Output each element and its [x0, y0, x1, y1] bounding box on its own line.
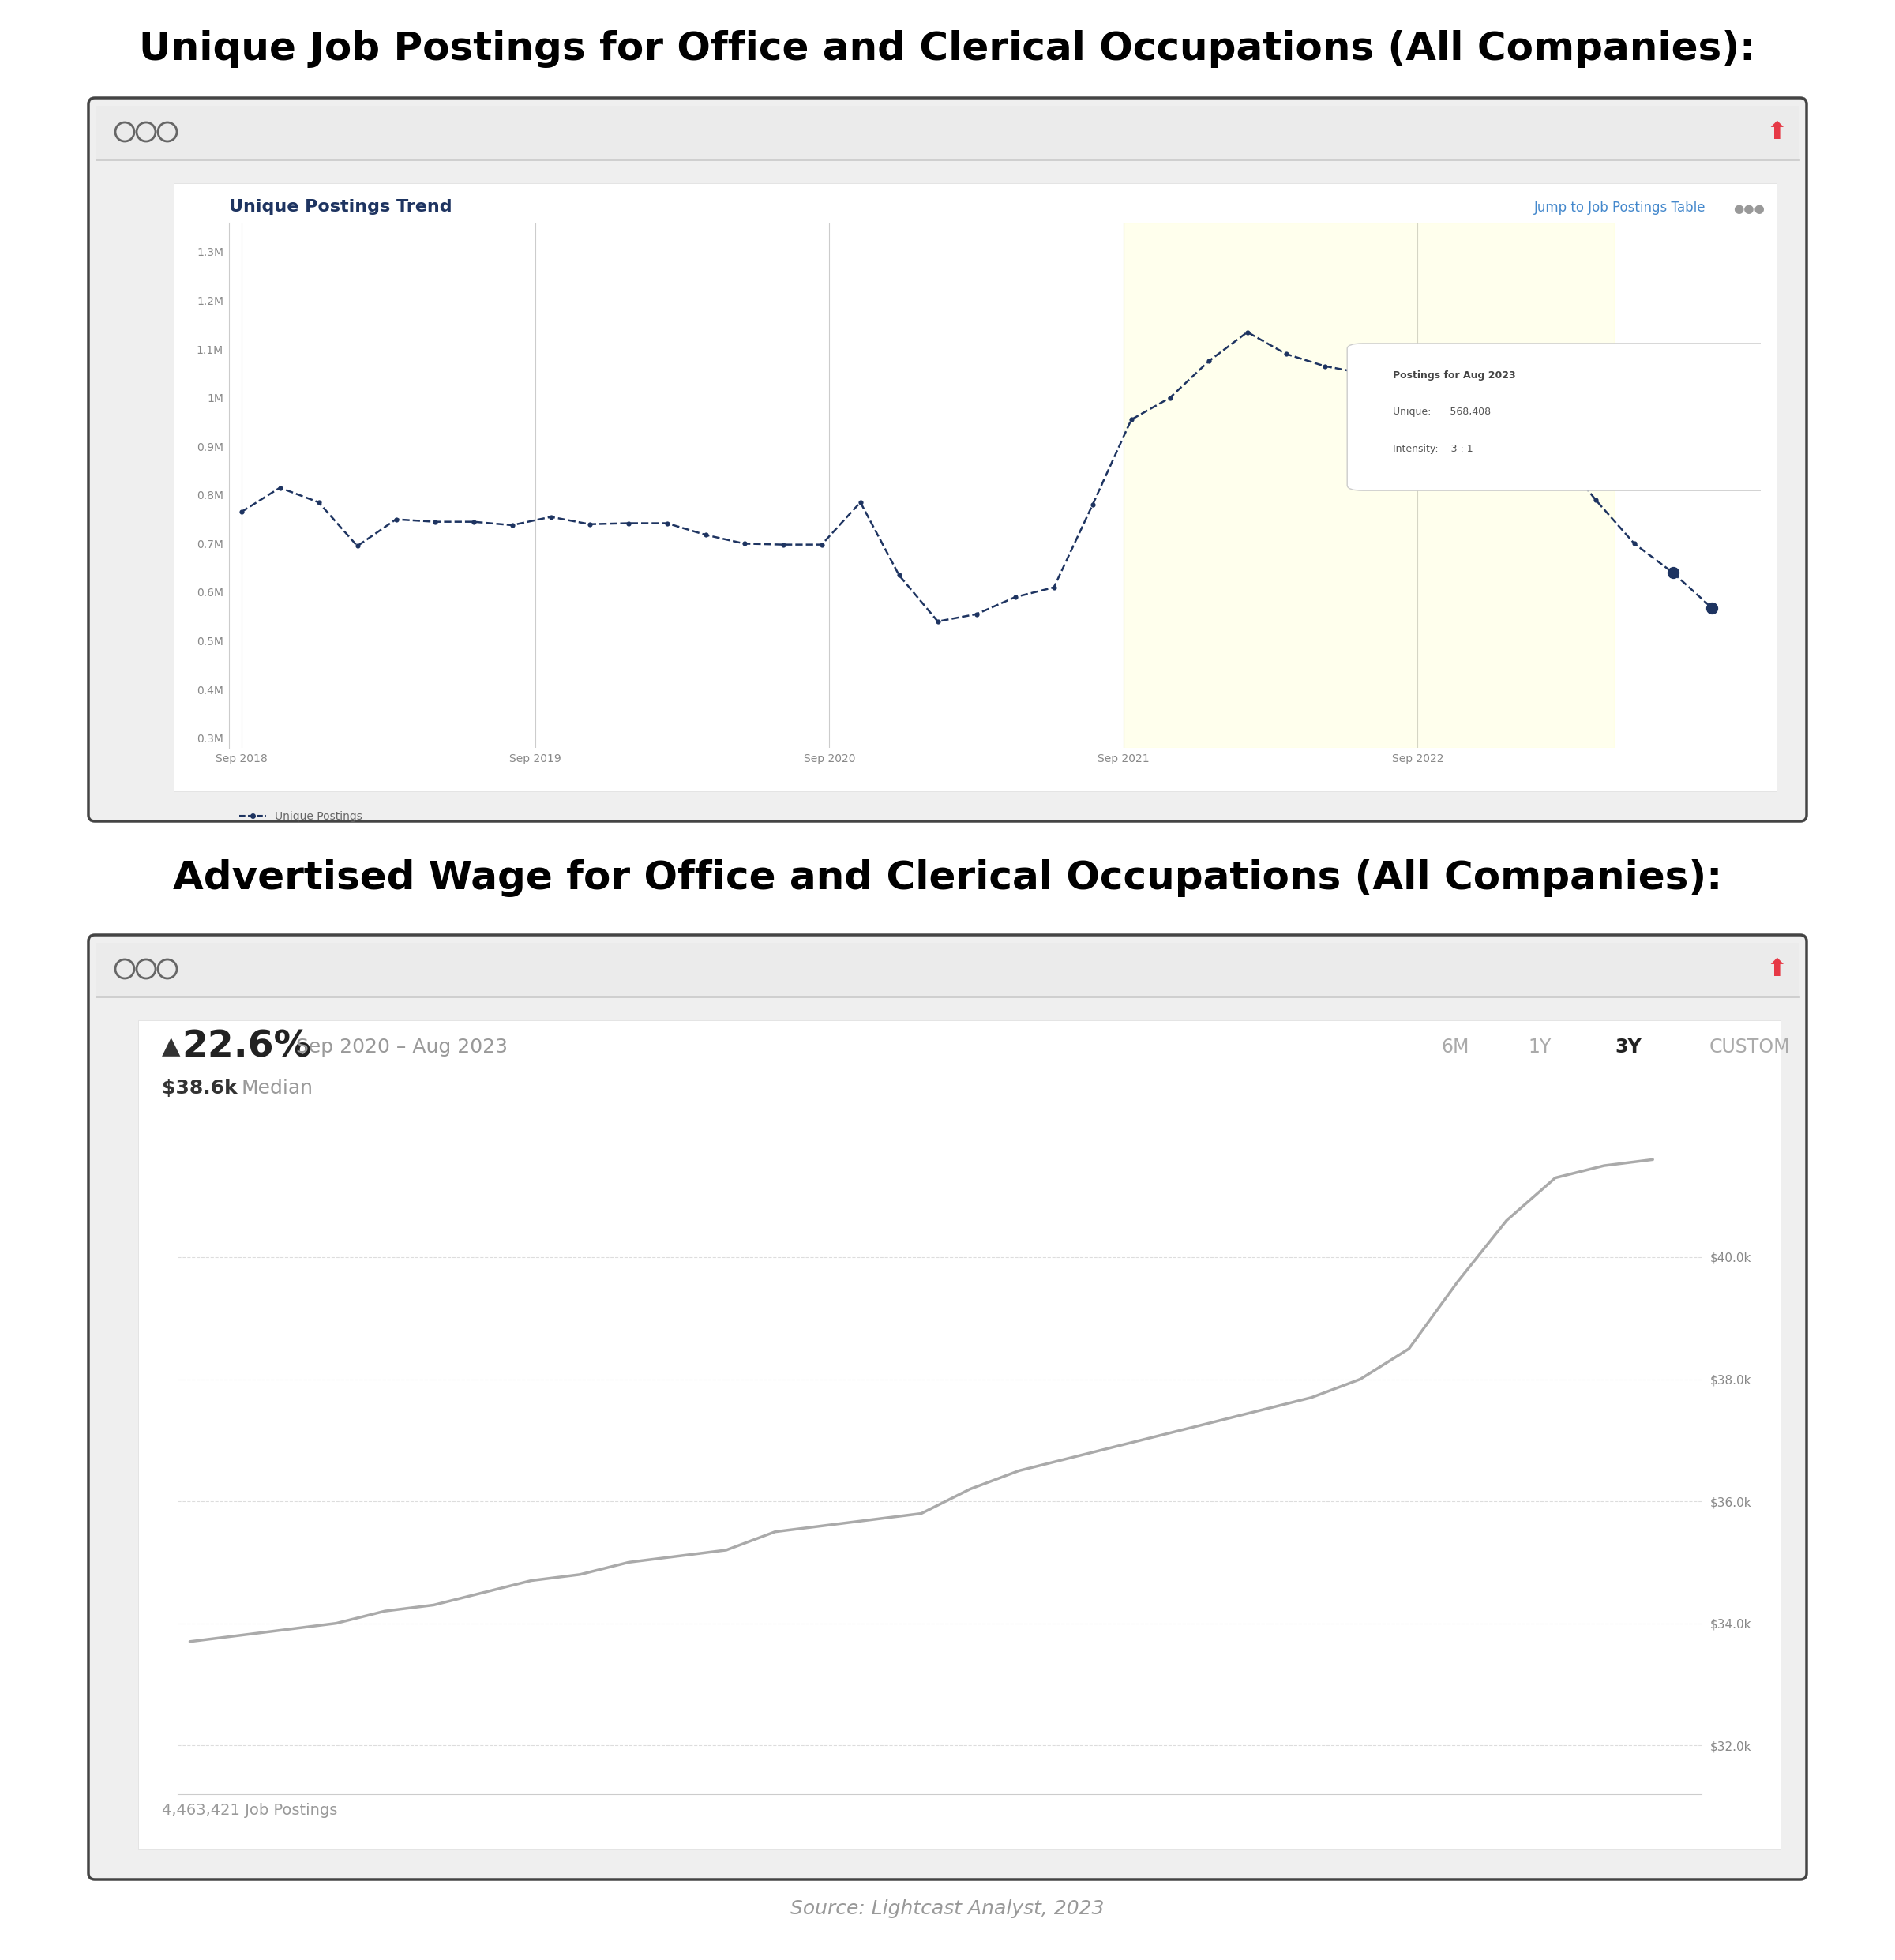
Text: ⬆: ⬆ [1766, 958, 1787, 980]
Bar [97, 106, 1798, 159]
Text: 3Y: 3Y [1615, 1037, 1641, 1056]
Text: Postings for Aug 2023: Postings for Aug 2023 [1393, 370, 1516, 380]
Text: Sep 2020 – Aug 2023: Sep 2020 – Aug 2023 [296, 1037, 508, 1056]
Text: Unique Postings Trend: Unique Postings Trend [229, 200, 453, 216]
FancyBboxPatch shape [89, 935, 1806, 1880]
Text: Jump to Job Postings Table: Jump to Job Postings Table [1533, 200, 1706, 216]
Text: $38.6k: $38.6k [161, 1080, 237, 1098]
Text: ⬆: ⬆ [1766, 120, 1787, 143]
Text: Source: Lightcast Analyst, 2023: Source: Lightcast Analyst, 2023 [790, 1899, 1105, 1919]
Text: Advertised Wage for Office and Clerical Occupations (All Companies):: Advertised Wage for Office and Clerical … [172, 858, 1723, 898]
Bar [138, 1021, 1781, 1850]
Text: Median: Median [241, 1080, 313, 1098]
FancyBboxPatch shape [1347, 343, 1776, 490]
Legend: Unique Postings: Unique Postings [235, 808, 368, 827]
Text: CUSTOM: CUSTOM [1709, 1037, 1791, 1056]
Text: ●●●: ●●● [1734, 204, 1764, 216]
Text: 22.6%: 22.6% [182, 1029, 311, 1064]
Text: Unique:      568,408: Unique: 568,408 [1393, 408, 1491, 417]
Text: Intensity:    3 : 1: Intensity: 3 : 1 [1393, 443, 1474, 455]
Text: 4,463,421 Job Postings: 4,463,421 Job Postings [161, 1803, 337, 1817]
Bar [174, 182, 1778, 792]
Text: ▲: ▲ [161, 1035, 180, 1058]
Text: 1Y: 1Y [1527, 1037, 1550, 1056]
FancyBboxPatch shape [89, 98, 1806, 821]
Text: 6M: 6M [1440, 1037, 1469, 1056]
Bar [1124, 223, 1615, 749]
Text: Unique Job Postings for Office and Clerical Occupations (All Companies):: Unique Job Postings for Office and Cleri… [140, 29, 1755, 69]
Bar [97, 943, 1798, 996]
